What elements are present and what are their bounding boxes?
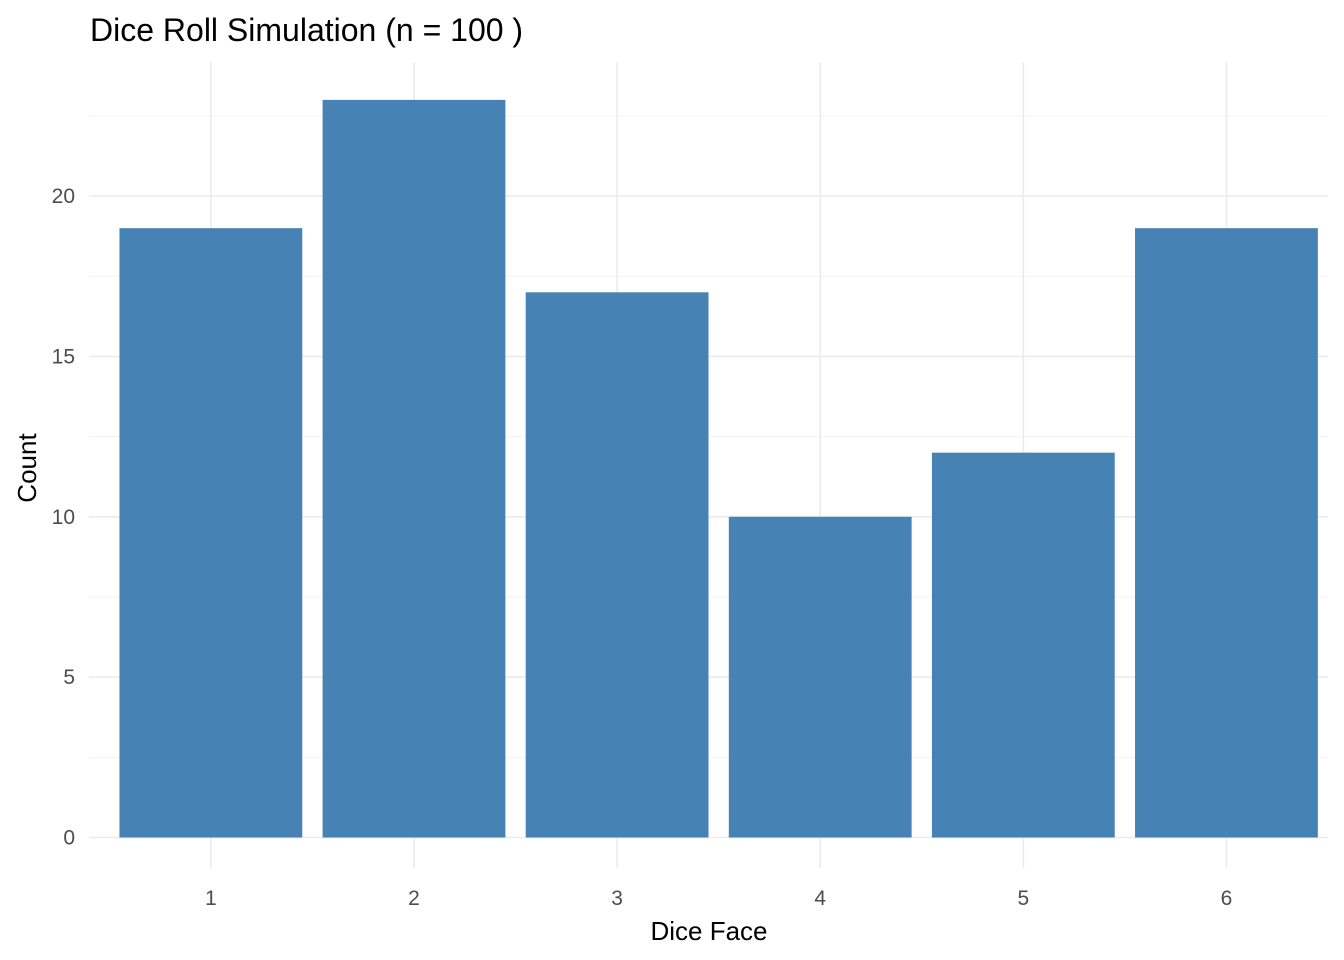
x-axis-title: Dice Face [650, 916, 767, 946]
y-tick-label: 0 [63, 827, 75, 850]
x-tick-label: 5 [1017, 887, 1029, 910]
y-axis-ticks: 0 5 10 15 20 [52, 185, 75, 849]
x-axis-ticks: 1 2 3 4 5 6 [205, 887, 1232, 910]
bar-face-4 [728, 516, 912, 838]
bar-face-2 [322, 99, 506, 838]
y-tick-label: 20 [52, 185, 75, 208]
y-tick-label: 10 [52, 506, 75, 529]
bar-face-6 [1135, 228, 1318, 838]
y-tick-label: 15 [52, 345, 75, 368]
x-tick-label: 6 [1221, 887, 1233, 910]
bar-face-5 [931, 452, 1115, 838]
y-axis-title: Count [12, 433, 42, 503]
x-tick-label: 1 [205, 887, 217, 910]
chart-title: Dice Roll Simulation (n = 100 ) [90, 12, 523, 48]
x-tick-label: 4 [814, 887, 826, 910]
y-tick-label: 5 [63, 666, 75, 689]
bar-face-3 [525, 292, 709, 838]
bars-group [119, 99, 1318, 838]
x-tick-label: 3 [611, 887, 623, 910]
bar-face-1 [119, 228, 303, 838]
x-tick-label: 2 [408, 887, 420, 910]
